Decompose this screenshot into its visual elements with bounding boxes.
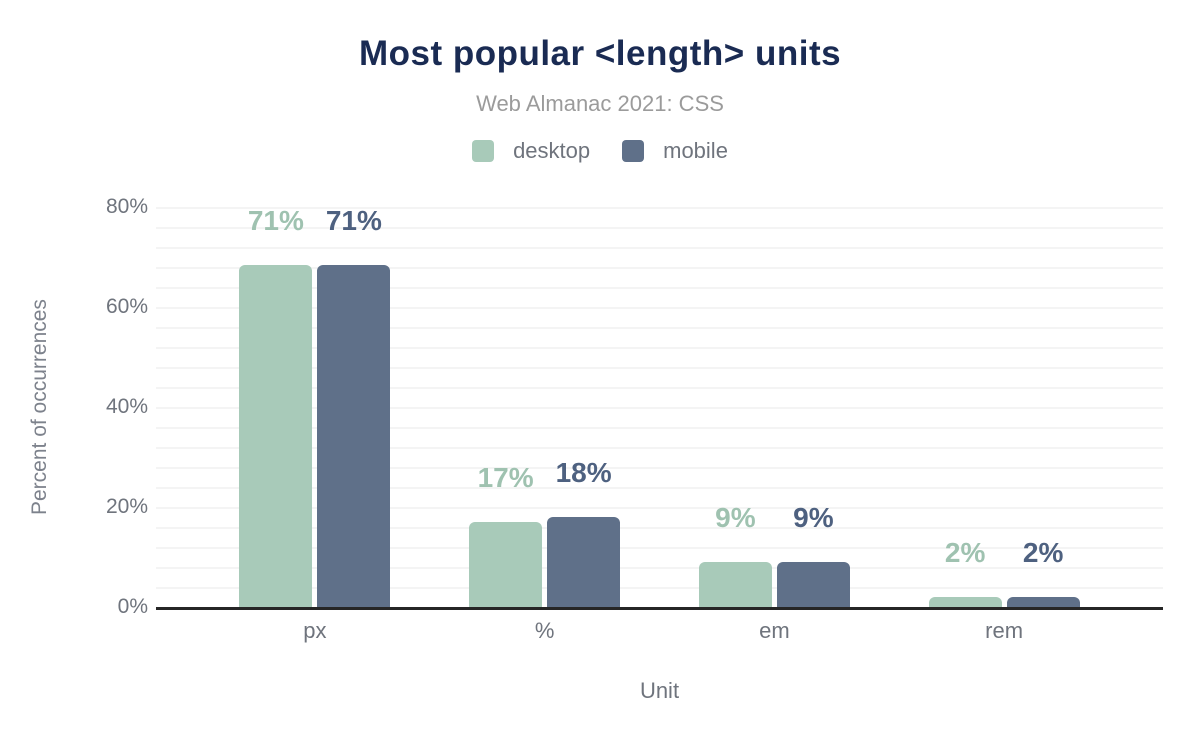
bar-group-rem: 2% 2% xyxy=(889,207,1119,607)
bar-desktop-px xyxy=(239,265,313,607)
bar-group-px: 71% 71% xyxy=(200,207,430,607)
y-tick-label: 20% xyxy=(105,495,148,518)
x-axis-ticks: px% em rem xyxy=(156,618,1163,644)
y-tick-label: 60% xyxy=(105,295,148,318)
y-tick-label: 80% xyxy=(105,195,148,218)
plot-area: 71% 71% 17% 18% 9% 9% 2% 2% xyxy=(156,207,1163,607)
bar-wrap-mobile-%: 18% xyxy=(547,207,621,607)
bar-wrap-mobile-rem: 2% xyxy=(1006,207,1080,607)
value-label-mobile-em: 9% xyxy=(793,502,834,533)
bar-mobile-rem xyxy=(1006,597,1080,607)
y-axis-title: Percent of occurrences xyxy=(28,299,51,515)
legend-item-desktop: desktop xyxy=(472,138,590,164)
bar-wrap-desktop-px: 71% xyxy=(239,205,313,607)
value-label-mobile-%: 18% xyxy=(555,457,612,488)
bars-container: 71% 71% 17% 18% 9% 9% 2% 2% xyxy=(156,207,1163,607)
value-label-mobile-rem: 2% xyxy=(1022,537,1064,568)
value-label-desktop-em: 9% xyxy=(715,502,756,533)
value-label-desktop-rem: 2% xyxy=(944,537,986,568)
x-tick-label-rem: rem xyxy=(985,618,1024,643)
bar-wrap-mobile-em: 9% xyxy=(776,207,850,607)
chart-subtitle: Web Almanac 2021: CSS xyxy=(476,91,724,116)
bar-group-%: 17% 18% xyxy=(430,207,660,607)
bar-mobile-px xyxy=(317,265,391,607)
y-tick-label: 0% xyxy=(117,595,148,618)
mobile-swatch-icon xyxy=(622,140,645,162)
bar-mobile-em xyxy=(776,562,850,607)
value-label-desktop-%: 17% xyxy=(477,462,534,493)
x-axis-line xyxy=(156,607,1163,610)
legend: desktop mobile xyxy=(0,138,1200,164)
x-tick-label-px: px xyxy=(303,618,327,643)
chart-title: Most popular <length> units xyxy=(358,34,842,73)
bar-wrap-desktop-em: 9% xyxy=(698,207,772,607)
value-label-desktop-px: 71% xyxy=(247,205,304,236)
x-axis-title: Unit xyxy=(639,678,680,703)
legend-label: mobile xyxy=(663,138,728,163)
bar-group-em: 9% 9% xyxy=(660,207,890,607)
x-tick-label-em: em xyxy=(759,618,790,643)
bar-wrap-mobile-px: 71% xyxy=(317,205,391,607)
x-tick-label-%: % xyxy=(534,618,555,643)
bar-wrap-desktop-%: 17% xyxy=(469,207,543,607)
bar-desktop-rem xyxy=(928,597,1002,607)
value-label-mobile-px: 71% xyxy=(325,205,382,236)
bar-wrap-desktop-rem: 2% xyxy=(928,207,1002,607)
legend-item-mobile: mobile xyxy=(622,138,728,164)
y-tick-label: 40% xyxy=(105,395,148,418)
desktop-swatch-icon xyxy=(472,140,495,162)
legend-label: desktop xyxy=(513,138,591,163)
bar-desktop-em xyxy=(698,562,772,607)
bar-mobile-% xyxy=(547,517,621,607)
bar-desktop-% xyxy=(469,522,543,607)
